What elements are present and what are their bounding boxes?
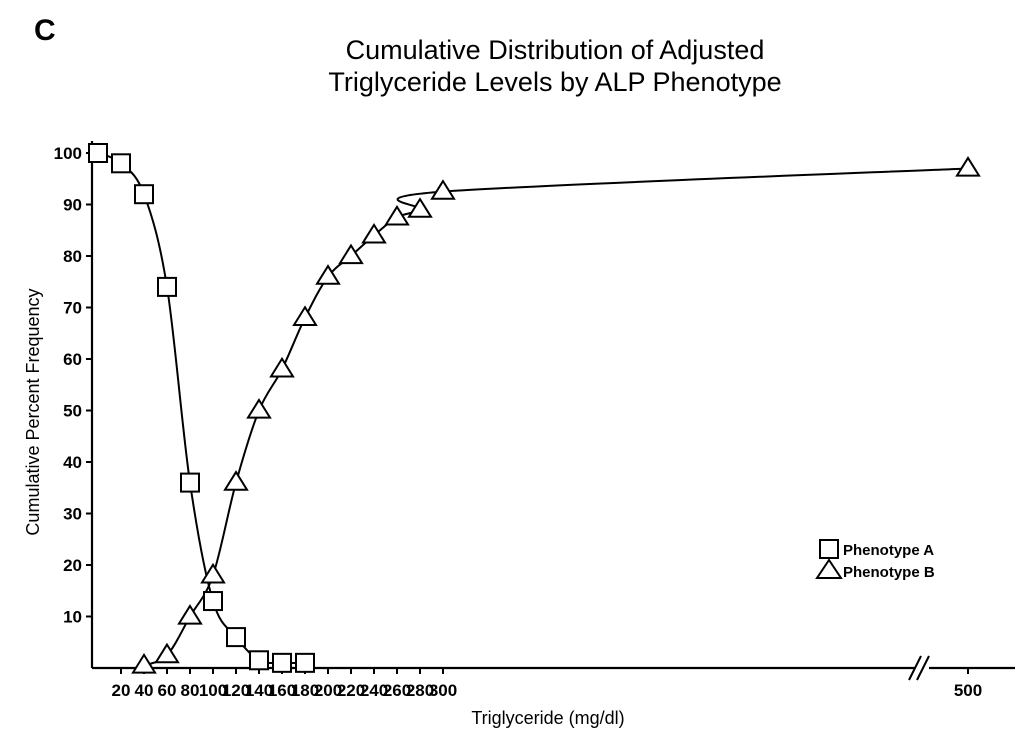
- data-point-phenotype-b: [315, 264, 341, 285]
- data-point-phenotype-b: [177, 604, 203, 625]
- y-tick-label: 100: [54, 144, 82, 163]
- series-markers: [88, 143, 981, 674]
- x-tick-label: 280: [406, 681, 434, 700]
- data-point-phenotype-b: [361, 222, 387, 244]
- data-point-phenotype-b: [200, 562, 226, 584]
- data-point-phenotype-a: [226, 627, 246, 648]
- data-point-phenotype-a: [295, 652, 315, 673]
- x-tick-label: 140: [245, 681, 273, 700]
- axes: [90, 141, 1015, 681]
- data-point-phenotype-b: [246, 398, 272, 419]
- x-tick-label: 260: [383, 681, 411, 700]
- data-point-phenotype-b: [154, 642, 180, 664]
- x-tick-label: 220: [337, 681, 365, 700]
- data-point-phenotype-a: [88, 143, 108, 163]
- x-tick-label: 60: [158, 681, 177, 700]
- axis-break-slash: [916, 655, 930, 681]
- legend-marker-square: [819, 539, 839, 559]
- data-point-phenotype-b: [292, 305, 318, 326]
- data-point-phenotype-b: [430, 179, 456, 200]
- y-tick-label: 40: [63, 453, 82, 472]
- y-tick-label: 70: [63, 299, 82, 318]
- data-point-phenotype-a: [111, 153, 131, 174]
- data-point-phenotype-a: [203, 591, 223, 612]
- x-tick-label: 20: [112, 681, 131, 700]
- data-point-phenotype-b: [223, 470, 249, 491]
- axis-break-slash: [908, 655, 922, 681]
- data-point-phenotype-a: [157, 276, 177, 297]
- x-tick-label: 300: [429, 681, 457, 700]
- y-tick-label: 10: [63, 608, 82, 627]
- data-point-phenotype-b: [338, 243, 364, 265]
- series-line-phenotype-a: [97, 152, 306, 665]
- legend-marker-triangle: [815, 558, 843, 579]
- x-tick-label: 100: [199, 681, 227, 700]
- chart-title: Cumulative Distribution of Adjusted Trig…: [200, 34, 910, 98]
- legend-label-phenotype-b: Phenotype B: [843, 564, 935, 581]
- x-axis-title: Triglyceride (mg/dl): [471, 708, 624, 728]
- data-point-phenotype-b: [384, 204, 410, 226]
- data-point-phenotype-b: [269, 356, 295, 378]
- y-tick-label: 90: [63, 196, 82, 215]
- series-curves: [97, 152, 969, 667]
- x-tick-label: 160: [268, 681, 296, 700]
- data-point-phenotype-a: [180, 472, 200, 493]
- data-point-phenotype-b: [407, 197, 433, 218]
- data-point-phenotype-b: [131, 652, 157, 674]
- legend: Phenotype A Phenotype B: [815, 539, 935, 581]
- x-tick-label: 240: [360, 681, 388, 700]
- data-point-phenotype-a: [249, 650, 269, 671]
- y-axis-title: Cumulative Percent Frequency: [23, 288, 43, 535]
- chart-title-line-2: Triglyceride Levels by ALP Phenotype: [328, 67, 782, 97]
- x-tick-label: 40: [135, 681, 154, 700]
- y-tick-label: 60: [63, 350, 82, 369]
- data-point-phenotype-a: [272, 652, 292, 673]
- data-point-phenotype-a: [134, 184, 154, 205]
- chart-title-line-1: Cumulative Distribution of Adjusted: [345, 35, 765, 65]
- y-tick-label: 80: [63, 247, 82, 266]
- x-tick-label: 180: [291, 681, 319, 700]
- x-tick-label: 120: [222, 681, 250, 700]
- legend-label-phenotype-a: Phenotype A: [843, 542, 934, 559]
- y-tick-label: 30: [63, 505, 82, 524]
- x-tick-label: 500: [954, 681, 982, 700]
- x-tick-label: 80: [181, 681, 200, 700]
- y-tick-label: 50: [63, 402, 82, 421]
- panel-label: C: [34, 14, 56, 47]
- y-tick-label: 20: [63, 556, 82, 575]
- axis-break-mark: [908, 655, 930, 681]
- data-point-phenotype-b: [955, 156, 981, 177]
- x-tick-label: 200: [314, 681, 342, 700]
